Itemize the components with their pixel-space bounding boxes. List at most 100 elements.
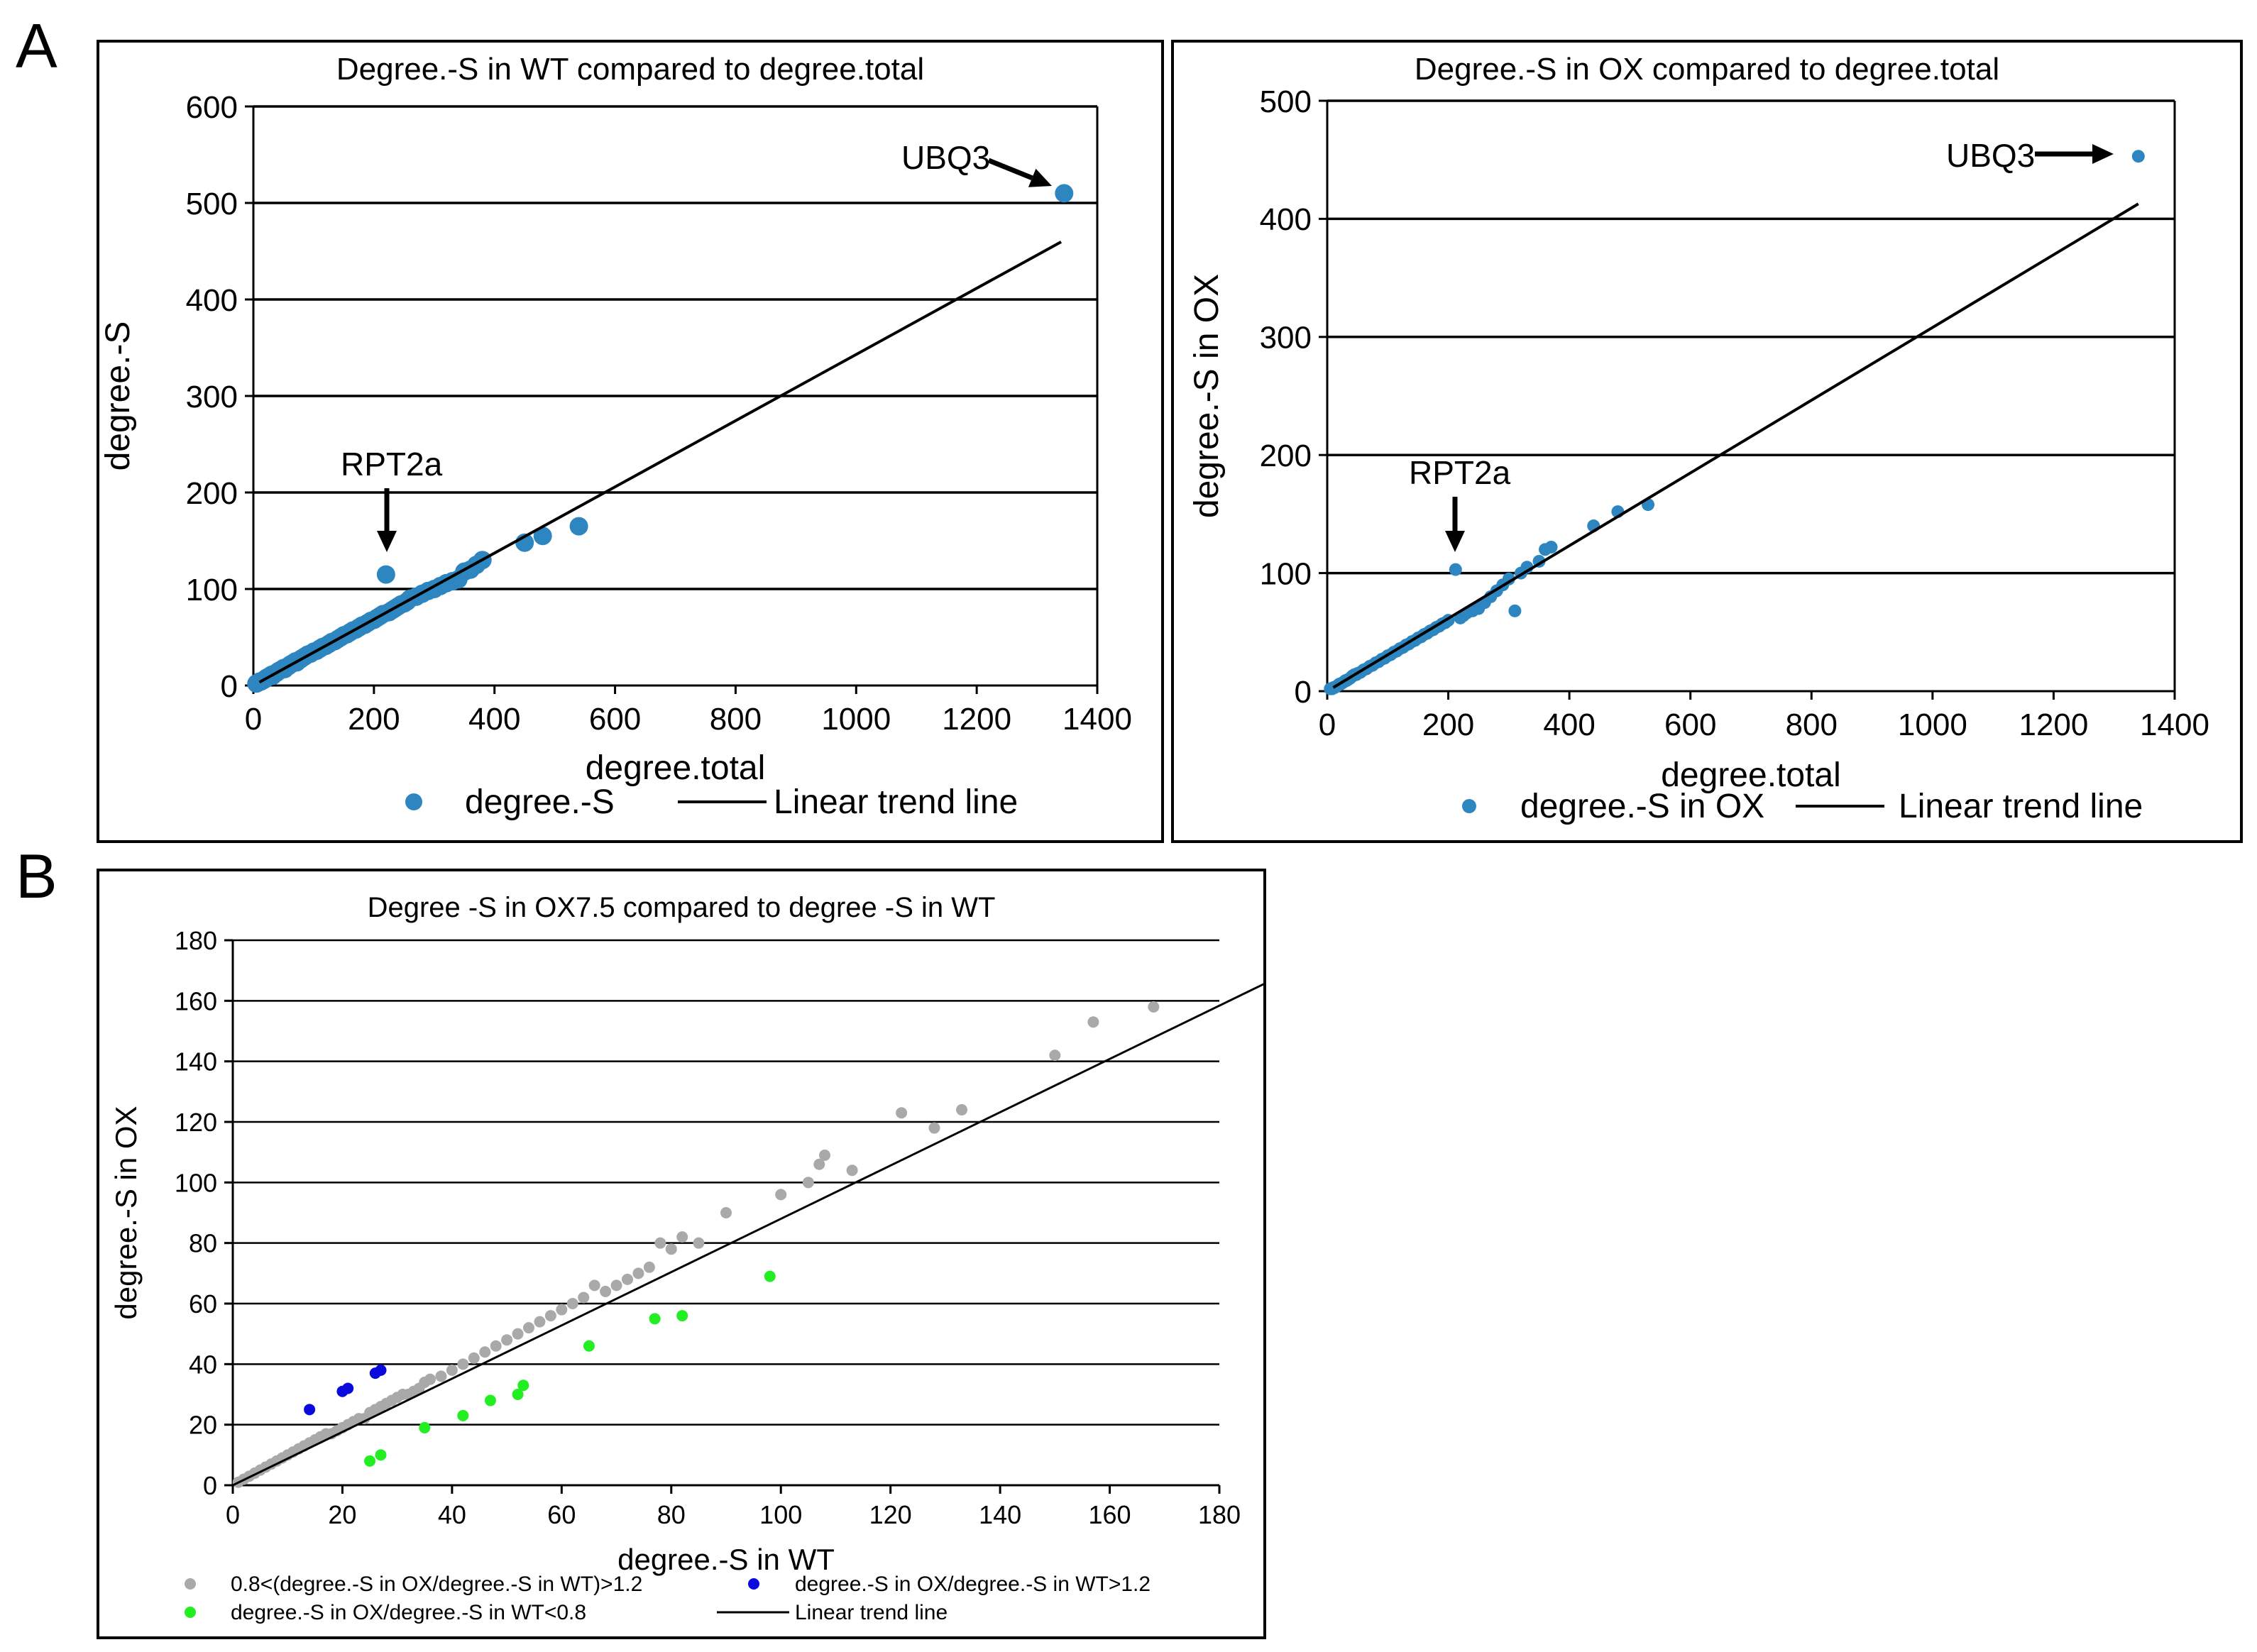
x-tick-label: 20 <box>328 1500 356 1529</box>
legend-marker-blue <box>748 1578 759 1590</box>
data-point <box>588 1279 600 1292</box>
x-tick-label: 0 <box>226 1500 240 1529</box>
x-axis-label: degree.total <box>1661 756 1841 794</box>
x-axis-label: degree.total <box>586 749 766 787</box>
y-tick-label: 100 <box>1260 556 1312 591</box>
x-tick-label: 0 <box>1319 707 1336 742</box>
legend-marker-gray <box>185 1578 196 1590</box>
data-point <box>654 1237 666 1249</box>
data-point <box>1544 540 1558 554</box>
data-point <box>534 1316 546 1328</box>
data-point <box>600 1285 612 1297</box>
data-point <box>1087 1016 1099 1028</box>
legend-marker <box>405 793 422 810</box>
legend-marker <box>1462 799 1476 813</box>
chart-title: Degree.-S in OX compared to degree.total <box>1415 52 1999 87</box>
x-tick-label: 160 <box>1089 1500 1131 1529</box>
data-point <box>775 1189 787 1201</box>
y-tick-label: 0 <box>1295 675 1312 710</box>
annotation-label: UBQ3 <box>901 139 990 176</box>
annotation-arrow-head <box>1028 168 1052 187</box>
y-axis-label: degree.-S in OX <box>1188 274 1226 518</box>
data-point <box>632 1267 644 1279</box>
chart-frame <box>1171 40 2243 843</box>
y-tick-label: 80 <box>189 1229 217 1258</box>
annotation-arrow-shaft <box>987 158 1033 180</box>
data-point <box>649 1313 661 1325</box>
y-tick-label: 160 <box>175 986 217 1015</box>
x-tick-label: 80 <box>657 1500 686 1529</box>
linear-trend-line <box>258 241 1062 684</box>
annotation-label: RPT2a <box>341 446 443 483</box>
annotation-arrow-head <box>2092 144 2114 164</box>
data-point <box>813 1158 825 1170</box>
y-tick-label: 400 <box>1260 202 1312 237</box>
data-point <box>533 527 552 546</box>
data-point <box>490 1340 502 1352</box>
legend-label-gray: 0.8<(degree.-S in OX/degree.-S in WT)>1.… <box>231 1573 642 1596</box>
x-tick-label: 120 <box>869 1500 912 1529</box>
data-point <box>665 1243 677 1255</box>
linear-trend-line <box>1332 202 2139 689</box>
y-tick-label: 400 <box>186 283 238 318</box>
x-tick-label: 1000 <box>821 702 891 737</box>
data-point <box>435 1370 447 1382</box>
data-point <box>376 565 395 584</box>
data-point <box>342 1382 354 1394</box>
legend-label-trend: Linear trend line <box>774 783 1018 821</box>
data-point <box>484 1394 496 1406</box>
y-tick-label: 120 <box>175 1108 217 1137</box>
panel-label-b: B <box>16 841 57 911</box>
y-tick-label: 0 <box>221 669 238 704</box>
x-tick-label: 600 <box>1664 707 1716 742</box>
chart-degree-s-wt-vs-total: 0 100 200 300 400 500 600 0 200 400 600 800 1000 1200… <box>97 40 1164 843</box>
data-point <box>2131 150 2145 163</box>
panel-label-a: A <box>16 11 57 81</box>
data-point <box>479 1346 491 1358</box>
data-point <box>610 1279 622 1292</box>
x-tick-label: 140 <box>979 1500 1021 1529</box>
data-point <box>446 1364 458 1376</box>
y-tick-label: 180 <box>175 926 217 955</box>
data-point <box>578 1292 590 1304</box>
x-tick-label: 400 <box>1543 707 1595 742</box>
x-tick-label: 400 <box>468 702 520 737</box>
data-point <box>643 1261 655 1273</box>
x-tick-label: 0 <box>245 702 262 737</box>
data-point <box>1502 572 1515 585</box>
data-point <box>424 1373 436 1385</box>
legend-label-trend: Linear trend line <box>1899 788 2143 825</box>
chart-degree-s-ox-vs-wt: 0 20 40 60 80 100 120 140 160 180 0 20 40 60 80 100 120 1… <box>97 869 1266 1639</box>
data-point <box>556 1304 568 1316</box>
chart-title: Degree.-S in WT compared to degree.total <box>336 52 924 87</box>
x-tick-label: 1200 <box>2019 707 2088 742</box>
data-point <box>720 1207 732 1218</box>
data-point <box>457 1358 469 1370</box>
chart-degree-s-ox-vs-total: 0 100 200 300 400 500 0 200 400 600 800 1000 1200 140… <box>1171 40 2243 843</box>
x-tick-label: 1400 <box>1062 702 1132 737</box>
data-point <box>622 1273 633 1285</box>
x-tick-label: 1200 <box>942 702 1011 737</box>
data-point <box>457 1409 469 1421</box>
data-point <box>693 1237 705 1249</box>
data-point <box>676 1310 688 1322</box>
y-tick-label: 200 <box>1260 439 1312 473</box>
data-point <box>896 1107 908 1119</box>
data-point <box>364 1455 376 1467</box>
data-point <box>523 1322 534 1334</box>
x-tick-label: 800 <box>1786 707 1838 742</box>
data-point <box>802 1177 814 1189</box>
legend-label-trend: Linear trend line <box>795 1601 948 1624</box>
legend-marker-green <box>185 1607 196 1618</box>
y-tick-label: 300 <box>1260 321 1312 356</box>
x-tick-label: 1400 <box>2140 707 2209 742</box>
data-point <box>764 1270 776 1282</box>
y-tick-label: 100 <box>175 1168 217 1197</box>
data-point <box>501 1334 513 1346</box>
y-axis-label: degree.-S <box>99 321 137 471</box>
data-point <box>544 1310 556 1322</box>
annotation-label: RPT2a <box>1409 454 1511 491</box>
data-point <box>819 1149 830 1161</box>
data-point <box>304 1404 316 1416</box>
data-point <box>1148 1001 1160 1013</box>
